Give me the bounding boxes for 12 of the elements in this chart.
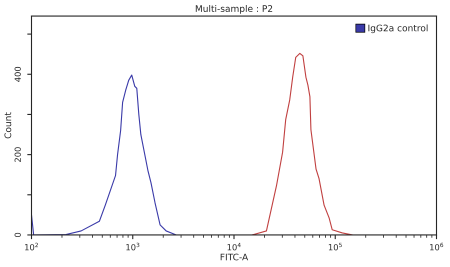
- legend-label: IgG2a control: [368, 24, 428, 34]
- y-tick-label: 400: [14, 66, 21, 82]
- x-tick-label: 10$^{5}$: [328, 242, 342, 250]
- chart-title: Multi-sample : P2: [196, 4, 272, 14]
- x-tick-label: 10$^{3}$: [126, 242, 140, 250]
- y-axis-title: Count: [4, 112, 12, 138]
- x-tick-label: 10$^{6}$: [430, 242, 444, 250]
- x-tick-label: 10$^{2}$: [25, 242, 38, 250]
- x-tick-label: 10$^{4}$: [228, 242, 241, 250]
- y-tick-label: 0: [14, 232, 21, 238]
- y-tick-label: 200: [14, 147, 21, 162]
- x-axis-title: FITC-A: [220, 254, 248, 260]
